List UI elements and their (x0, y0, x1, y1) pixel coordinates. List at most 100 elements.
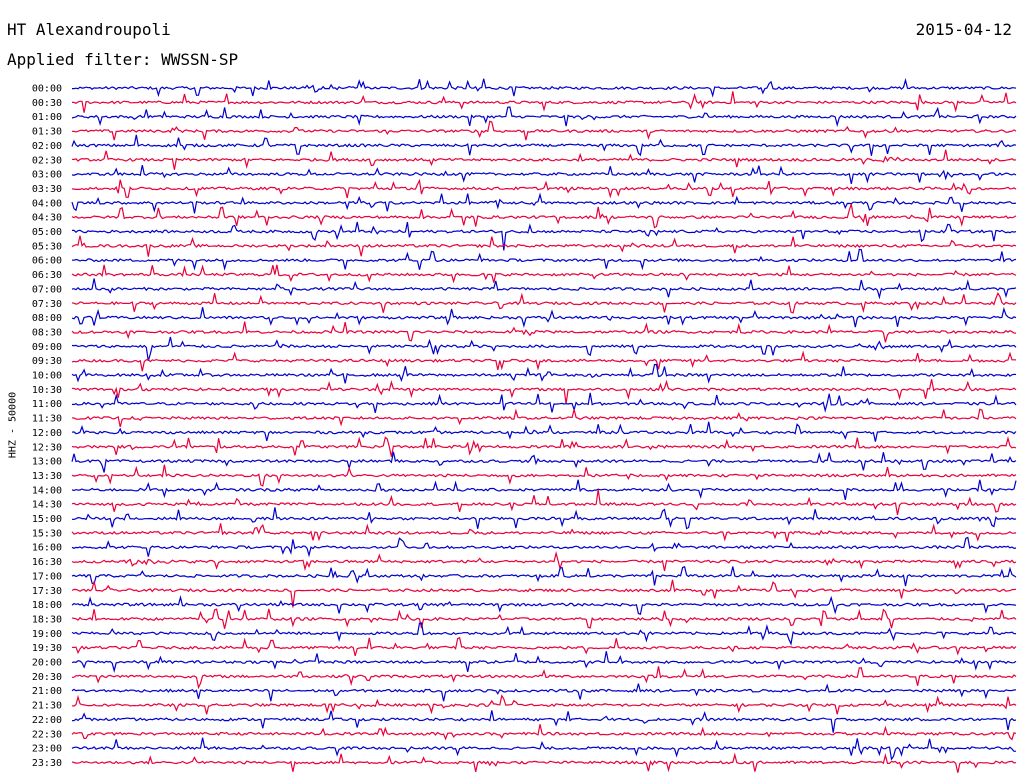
trace-line (71, 608, 1017, 629)
trace-line (71, 291, 1017, 314)
row-time-label: 07:30 (32, 299, 62, 310)
row-time-label: 09:00 (32, 342, 62, 353)
row-time-label: 11:30 (32, 414, 62, 425)
trace-line (71, 479, 1017, 501)
trace-line (71, 106, 1017, 128)
row-time-label: 02:00 (32, 141, 62, 152)
station-title: HT Alexandroupoli (7, 20, 171, 39)
row-time-label: 00:00 (32, 84, 62, 95)
trace-line (71, 636, 1017, 657)
row-time-label: 21:00 (32, 686, 62, 697)
trace-line (71, 464, 1017, 487)
row-time-label: 22:30 (32, 729, 62, 740)
trace-line (71, 350, 1017, 372)
row-time-label: 19:00 (32, 629, 62, 640)
trace-line (72, 77, 1017, 98)
row-time-label: 01:00 (32, 112, 62, 123)
row-time-label: 20:30 (32, 672, 62, 683)
row-time-label: 04:00 (32, 198, 62, 209)
row-time-label: 03:00 (32, 170, 62, 181)
trace-line (71, 264, 1017, 284)
row-time-label: 05:30 (32, 241, 62, 252)
trace-line (71, 489, 1017, 516)
row-time-label: 02:30 (32, 155, 62, 166)
trace-line (71, 192, 1017, 214)
trace-line (71, 120, 1017, 141)
trace-line (71, 579, 1017, 608)
row-time-label: 18:00 (32, 600, 62, 611)
trace-line (71, 566, 1017, 587)
row-time-label: 12:00 (32, 428, 62, 439)
row-time-label: 04:30 (32, 213, 62, 224)
trace-line (71, 710, 1017, 733)
row-time-label: 23:00 (32, 744, 62, 755)
row-time-label: 06:30 (32, 270, 62, 281)
trace-line (71, 752, 1017, 773)
trace-line (71, 523, 1017, 542)
row-time-label: 07:00 (32, 284, 62, 295)
trace-line (71, 363, 1017, 384)
trace-line (71, 666, 1017, 690)
trace-line (71, 683, 1017, 702)
trace-line (71, 536, 1017, 558)
row-time-label: 18:30 (32, 614, 62, 625)
date-label: 2015-04-12 (915, 20, 1012, 39)
row-time-label: 17:00 (32, 571, 62, 582)
row-time-label: 06:00 (32, 256, 62, 267)
trace-line (71, 408, 1017, 428)
row-time-label: 03:30 (32, 184, 62, 195)
trace-line (71, 392, 1017, 413)
row-time-label: 13:30 (32, 471, 62, 482)
trace-line (71, 248, 1017, 271)
trace-line (71, 622, 1017, 646)
row-time-label: 09:30 (32, 356, 62, 367)
trace-line (71, 550, 1017, 572)
row-time-label: 16:30 (32, 557, 62, 568)
filter-label: Applied filter: WWSSN-SP (7, 50, 239, 69)
row-time-label: 00:30 (32, 98, 62, 109)
row-time-label: 05:00 (32, 227, 62, 238)
trace-line (71, 379, 1017, 404)
row-time-label: 12:30 (32, 442, 62, 453)
row-time-label: 16:00 (32, 543, 62, 554)
trace-line (71, 306, 1017, 328)
trace-line (71, 336, 1017, 361)
trace-line (71, 507, 1017, 530)
trace-line (71, 278, 1017, 300)
trace-line (71, 149, 1017, 170)
trace-line (71, 421, 1017, 442)
row-time-label: 22:00 (32, 715, 62, 726)
trace-line (71, 134, 1017, 157)
trace-line (71, 178, 1017, 199)
row-time-label: 10:00 (32, 371, 62, 382)
row-time-label: 14:30 (32, 500, 62, 511)
trace-line (71, 724, 1017, 741)
trace-line (71, 694, 1017, 715)
trace-line (71, 737, 1017, 761)
trace-line (71, 595, 1017, 615)
row-time-label: 08:30 (32, 327, 62, 338)
trace-line (71, 235, 1017, 257)
trace-line (71, 321, 1017, 343)
row-time-label: 14:00 (32, 485, 62, 496)
trace-line (71, 651, 1017, 674)
trace-line (71, 204, 1017, 229)
row-time-label: 17:30 (32, 586, 62, 597)
row-time-label: 23:30 (32, 758, 62, 769)
trace-line (72, 91, 1017, 113)
row-time-label: 01:30 (32, 127, 62, 138)
row-time-label: 19:30 (32, 643, 62, 654)
trace-line (71, 164, 1017, 185)
row-time-label: 15:30 (32, 528, 62, 539)
row-time-label: 08:00 (32, 313, 62, 324)
row-time-label: 20:00 (32, 658, 62, 669)
row-time-label: 11:00 (32, 399, 62, 410)
trace-line (71, 435, 1017, 457)
trace-line (71, 451, 1017, 473)
row-time-label: 21:30 (32, 701, 62, 712)
row-time-label: 15:00 (32, 514, 62, 525)
row-time-label: 10:30 (32, 385, 62, 396)
trace-line (71, 221, 1017, 251)
row-time-label: 13:00 (32, 457, 62, 468)
